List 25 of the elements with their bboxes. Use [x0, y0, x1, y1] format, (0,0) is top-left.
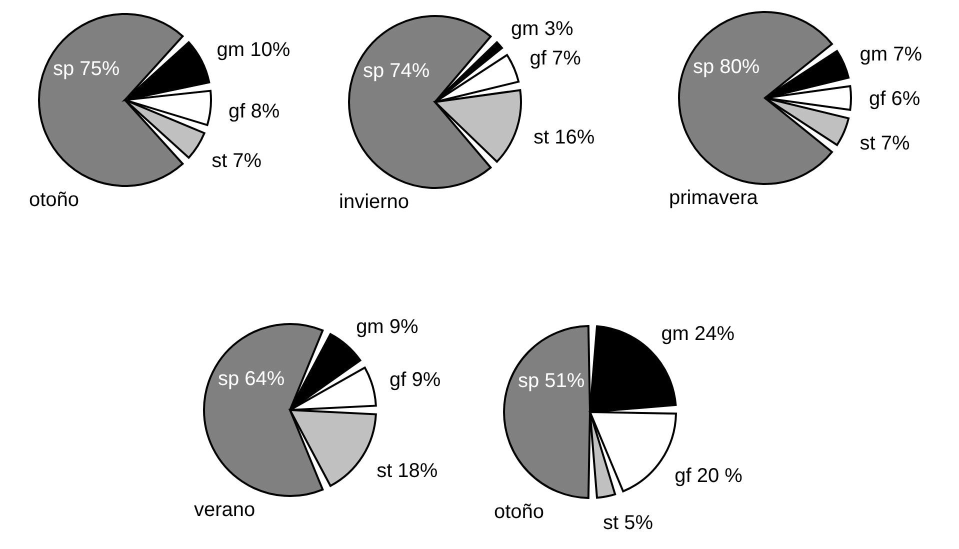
text: verano — [194, 499, 256, 521]
slice-label: st 16% — [534, 126, 595, 149]
slice-label: gm 24% — [661, 322, 735, 345]
slice-label: gf 6% — [869, 88, 920, 110]
slice-label: gm 3% — [511, 18, 574, 40]
text: primavera — [669, 187, 759, 209]
slice-label: sp 80% — [692, 56, 760, 78]
slice-label: st 7% — [212, 150, 262, 172]
slice-label: st 5% — [602, 512, 654, 534]
slice-label: st 7% — [860, 132, 910, 154]
slice-label: gm 7% — [860, 44, 922, 66]
slice-label: sp 64% — [218, 368, 285, 390]
slice-label: sp 75% — [52, 58, 120, 80]
slice-label: gf 7% — [530, 48, 582, 70]
slice-label: gm 10% — [216, 39, 290, 62]
slice-label: gm 9% — [356, 316, 419, 338]
slice-label: st 18% — [376, 460, 438, 482]
slice-label: sp 74% — [362, 60, 430, 82]
slice-label: gf 20 % — [674, 464, 743, 487]
slice-label: gf 8% — [228, 100, 280, 123]
text: invierno — [339, 191, 410, 213]
text: otoño — [29, 189, 80, 211]
slice-label: sp 51% — [518, 370, 585, 392]
text: otoño — [494, 501, 544, 523]
slice-label: gf 9% — [390, 368, 441, 391]
